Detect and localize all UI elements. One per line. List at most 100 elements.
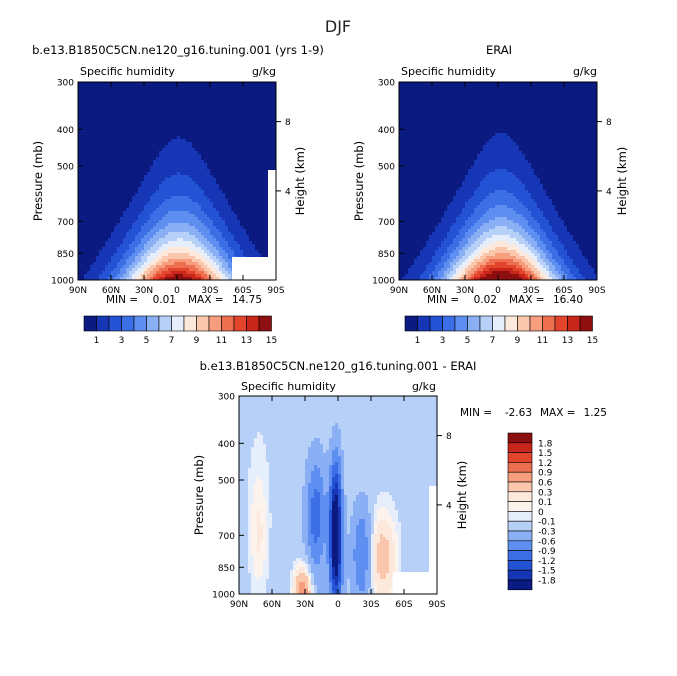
field-cell [90, 157, 94, 161]
field-cell [138, 235, 142, 239]
field-cell [261, 94, 265, 98]
field-cell [117, 208, 121, 212]
field-cell [180, 247, 184, 251]
field-cell [84, 124, 88, 128]
field-cell [225, 151, 229, 155]
field-cell [234, 205, 238, 209]
field-cell [183, 160, 187, 164]
field-cell [243, 97, 247, 101]
field-cell [144, 244, 148, 248]
field-cell [180, 148, 184, 152]
field-cell [156, 88, 160, 92]
field-cell [585, 103, 589, 107]
field-cell [156, 274, 160, 278]
field-cell [78, 142, 82, 146]
field-cell [204, 97, 208, 101]
field-cell [216, 163, 220, 167]
field-cell [591, 88, 595, 92]
field-cell [204, 193, 208, 197]
field-cell [105, 91, 109, 95]
field-cell [522, 103, 526, 107]
field-cell [234, 118, 238, 122]
field-cell [462, 82, 466, 86]
field-cell [84, 241, 88, 245]
field-cell [513, 85, 517, 89]
field-cell [231, 232, 235, 236]
field-cell [243, 94, 247, 98]
field-cell [135, 133, 139, 137]
field-cell [93, 100, 97, 104]
field-cell [411, 91, 415, 95]
field-cell [258, 151, 262, 155]
field-cell [141, 154, 145, 158]
x-tick-label: 30S [201, 286, 218, 296]
field-cell [417, 91, 421, 95]
field-cell [153, 238, 157, 242]
field-cell [144, 91, 148, 95]
field-cell [216, 217, 220, 221]
field-cell [210, 136, 214, 140]
field-cell [138, 190, 142, 194]
field-cell [480, 94, 484, 98]
field-cell [516, 91, 520, 95]
field-cell [258, 142, 262, 146]
field-cell [84, 199, 88, 203]
field-cell [120, 211, 124, 215]
field-cell [99, 175, 103, 179]
field-cell [120, 97, 124, 101]
field-cell [162, 247, 166, 251]
field-cell [480, 82, 484, 86]
field-cell [90, 205, 94, 209]
field-cell [141, 184, 145, 188]
field-cell [228, 91, 232, 95]
field-cell [222, 253, 226, 257]
field-cell [246, 253, 250, 257]
field-cell [444, 85, 448, 89]
field-cell [540, 100, 544, 104]
field-cell [156, 187, 160, 191]
field-cell [105, 121, 109, 125]
field-cell [570, 100, 574, 104]
field-cell [219, 139, 223, 143]
field-cell [273, 109, 277, 113]
field-cell [216, 208, 220, 212]
field-cell [114, 118, 118, 122]
field-cell [108, 238, 112, 242]
field-cell [90, 202, 94, 206]
field-cell [174, 178, 178, 182]
field-cell [435, 106, 439, 110]
field-cell [213, 106, 217, 110]
field-cell [252, 184, 256, 188]
field-cell [138, 262, 142, 266]
field-cell [231, 223, 235, 227]
field-cell [138, 154, 142, 158]
field-cell [111, 115, 115, 119]
field-cell [123, 82, 127, 86]
field-cell [183, 274, 187, 278]
field-cell [126, 136, 130, 140]
field-cell [144, 187, 148, 191]
field-cell [222, 166, 226, 170]
field-cell [252, 100, 256, 104]
field-cell [450, 103, 454, 107]
field-cell [258, 97, 262, 101]
field-cell [117, 265, 121, 269]
field-cell [189, 127, 193, 131]
field-cell [204, 229, 208, 233]
field-cell [420, 100, 424, 104]
field-cell [138, 181, 142, 185]
field-cell [90, 193, 94, 197]
field-cell [261, 175, 265, 179]
field-cell [90, 103, 94, 107]
field-cell [237, 103, 241, 107]
field-cell [237, 202, 241, 206]
field-cell [495, 82, 499, 86]
field-cell [177, 271, 181, 275]
field-cell [513, 103, 517, 107]
field-cell [246, 211, 250, 215]
field-cell [78, 97, 82, 101]
field-cell [192, 211, 196, 215]
field-cell [273, 151, 277, 155]
field-cell [186, 148, 190, 152]
field-cell [84, 226, 88, 230]
